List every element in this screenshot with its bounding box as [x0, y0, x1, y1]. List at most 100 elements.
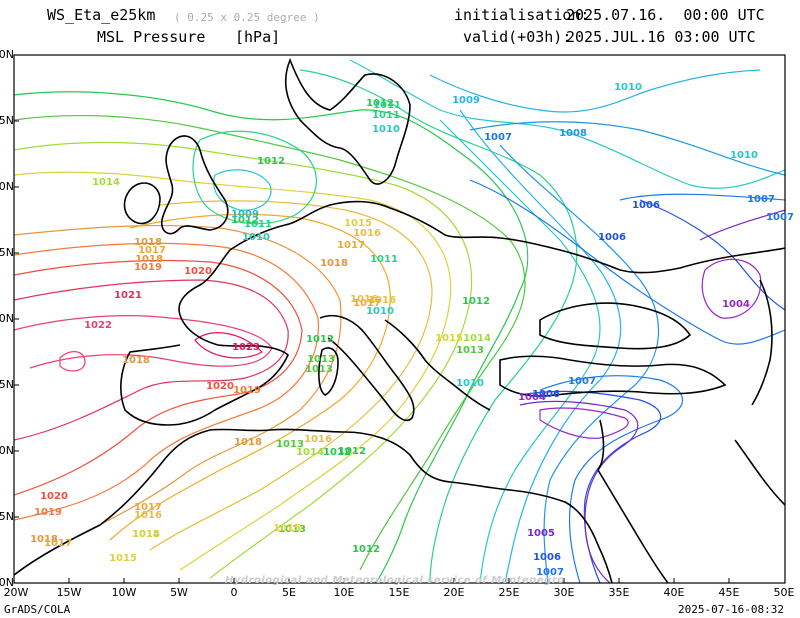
coast-italy [319, 314, 415, 422]
isobar-label: 1017 [337, 240, 365, 251]
isobar-label: 1012 [366, 98, 394, 109]
x-tick-label: 5E [282, 586, 296, 599]
init-value: 2025.07.16. 00:00 UTC [566, 6, 765, 24]
isobar-label: 1014 [296, 447, 324, 458]
isobar-label: 1006 [598, 232, 626, 243]
isobar-label: 1012 [462, 296, 490, 307]
isobar-label: 1012 [231, 215, 259, 226]
isobar-1008 [469, 121, 785, 176]
isobar-label: 1016 [368, 295, 396, 306]
isobar-1010b [349, 59, 785, 189]
isobar-label: 1004 [518, 392, 546, 403]
isobar-label: 1007 [747, 194, 775, 205]
isobar-label: 1013 [456, 345, 484, 356]
y-tick-label: 45N [0, 246, 14, 259]
isobar-1011 [192, 130, 317, 225]
y-tick-label: 60N [0, 48, 14, 61]
isobar-label: 1010 [372, 124, 400, 135]
x-tick-label: 25E [498, 586, 520, 599]
valid-value: 2025.JUL.16 03:00 UTC [566, 28, 756, 46]
isobar-label: 1019 [34, 507, 62, 518]
x-tick-label: 20W [3, 586, 29, 599]
isobar-label: 1004 [722, 299, 750, 310]
isobar-label: 1011 [373, 100, 401, 111]
isobar-1004 [701, 258, 762, 319]
isobar-label: 1012 [257, 156, 285, 167]
isobar-label: 1016 [304, 434, 332, 445]
isobar-label: 1016 [134, 510, 162, 521]
y-tick-label: 50N [0, 180, 14, 193]
isobar-1005b [699, 209, 785, 241]
isobar-label: 1015 [109, 553, 137, 564]
isobar-1006 [639, 199, 785, 311]
isobar-label: 1018 [320, 258, 348, 269]
coast-redsea [597, 469, 669, 583]
isobar-label: 1009 [231, 209, 259, 220]
isobar-label: 1014 [132, 529, 160, 540]
coast-sardinia [318, 347, 339, 396]
isobar-label: 1015 [344, 218, 372, 229]
valid-label: valid(+03h): [463, 28, 572, 46]
x-tick-label: 40E [663, 586, 685, 599]
isobar-1004b [539, 407, 629, 439]
isobar-1007 [469, 179, 785, 345]
isobar-label: 1023 [232, 342, 260, 353]
coast-balkans [384, 319, 491, 411]
isobar-label: 1012 [338, 446, 366, 457]
isobar-label: 1010 [242, 232, 270, 243]
isobar-label: 1017 [138, 245, 166, 256]
x-tick-label: 45E [718, 586, 740, 599]
field-name: MSL Pressure [97, 28, 206, 46]
isobar-label: 1012 [352, 544, 380, 555]
y-tick-label: 20N [0, 576, 14, 589]
isobar-label: 1016 [350, 294, 378, 305]
coast-europe [178, 200, 785, 346]
isobar-label: 1018 [234, 437, 262, 448]
isobar-label: 1007 [536, 567, 564, 578]
isobar-1020 [14, 259, 303, 496]
x-tick-label: 30E [553, 586, 575, 599]
isobar-label: 1007 [568, 376, 596, 387]
x-tick-label: 15W [56, 586, 82, 599]
field-unit: [hPa] [235, 28, 281, 46]
isobar-label: 1017 [134, 502, 162, 513]
isobar-1018 [14, 224, 342, 541]
isobar-label: 1022 [84, 320, 112, 331]
isobar-label: 1018 [134, 237, 162, 248]
isobar-label: 1006 [532, 389, 560, 400]
coast-levant [597, 419, 605, 471]
isobar-label: 1010 [366, 306, 394, 317]
coast-turkey [499, 355, 727, 397]
isobar-1019 [14, 242, 319, 521]
isobar-label: 1005 [527, 528, 555, 539]
coast-iberia [120, 344, 289, 426]
isobar-label: 1013 [307, 354, 335, 365]
isobar-label: 1011 [372, 110, 400, 121]
footer-timestamp: 2025-07-16-08:32 [678, 603, 784, 616]
isobar-1013 [14, 114, 526, 571]
footer-software: GrADS/COLA [4, 603, 71, 616]
isobar-label: 1013 [278, 524, 306, 535]
y-tick-label: 25N [0, 510, 14, 523]
x-tick-label: 10W [111, 586, 137, 599]
isobar-1023 [194, 332, 263, 359]
isobar-label: 1014 [463, 333, 491, 344]
isobar-label: 1010 [614, 82, 642, 93]
isobar-label: 1013 [305, 364, 333, 375]
isobar-label: 1009 [452, 95, 480, 106]
x-tick-label: 15E [388, 586, 410, 599]
isobar-1007b [619, 193, 785, 201]
isobar-label: 1011 [370, 254, 398, 265]
coast-persiangulf [734, 439, 785, 506]
coast-africa [14, 428, 613, 583]
isobar-1015 [14, 171, 452, 571]
isobar-label: 1006 [533, 552, 561, 563]
isobar-label: 1008 [559, 128, 587, 139]
isobar-label: 1006 [632, 200, 660, 211]
isobar-label: 1020 [40, 491, 68, 502]
isobar-label: 1015 [273, 523, 301, 534]
x-tick-label: 50E [773, 586, 795, 599]
x-tick-label: 10E [333, 586, 355, 599]
x-tick-label: 35E [608, 586, 630, 599]
coast-ireland [123, 182, 161, 225]
